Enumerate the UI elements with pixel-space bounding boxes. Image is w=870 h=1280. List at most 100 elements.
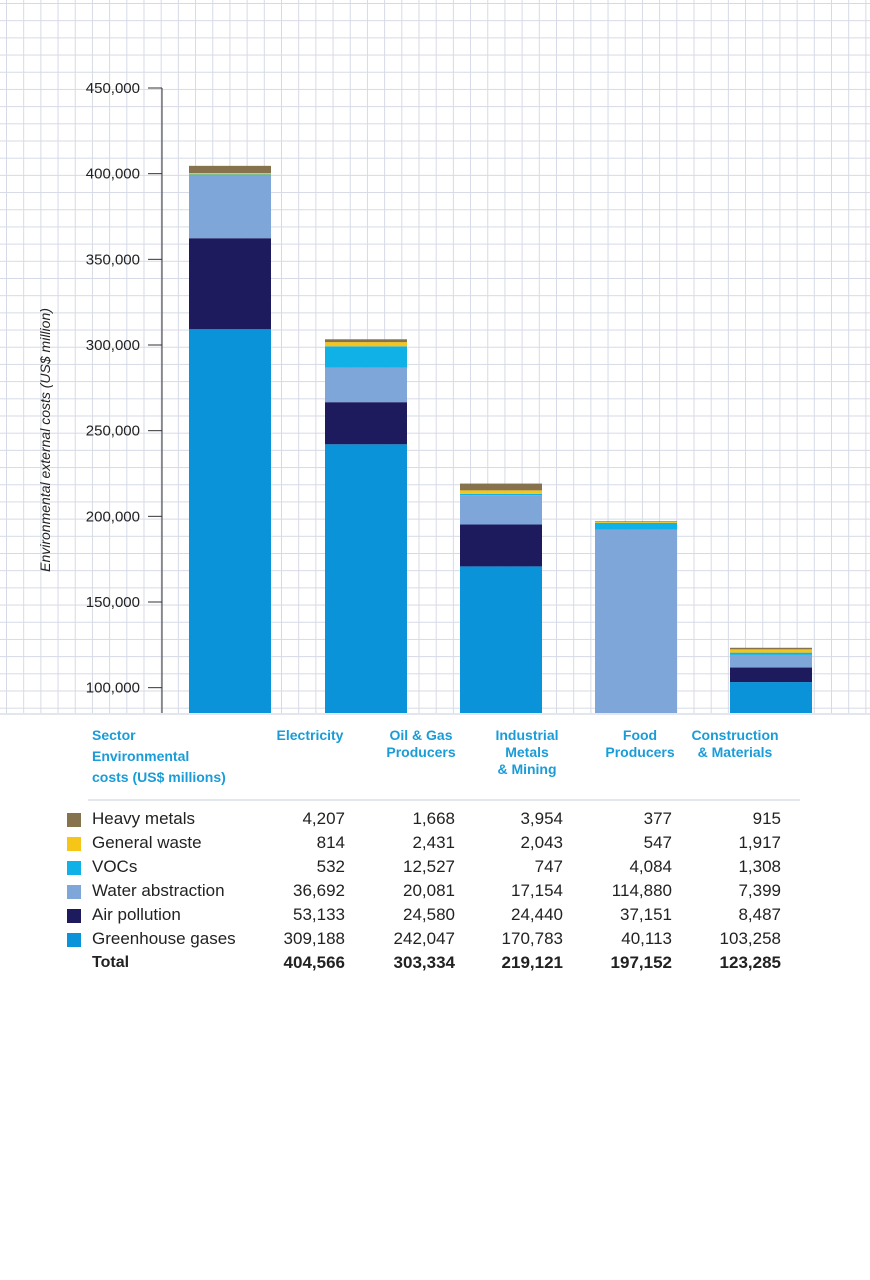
header-divider: [88, 799, 800, 801]
table-cell: 915: [752, 809, 781, 828]
bar-segment: [325, 339, 407, 343]
table-cell: 7,399: [738, 881, 781, 900]
bar-segment: [730, 667, 812, 683]
row-label: Air pollution: [92, 905, 181, 924]
bar-segment: [460, 483, 542, 491]
total-cell: 404,566: [283, 953, 345, 972]
header-col-line: Oil & Gas: [389, 727, 453, 743]
table-header-oil-gas: Oil & Gas Producers: [366, 727, 476, 761]
header-sector-line: costs (US$ millions): [92, 769, 226, 785]
legend-swatch: [67, 861, 81, 875]
table-header-industrial: Industrial Metals & Mining: [472, 727, 582, 778]
table-cell: 377: [643, 809, 672, 828]
header-col-line: Food: [622, 727, 658, 743]
total-cell: 123,285: [719, 953, 781, 972]
total-label: Total: [92, 954, 130, 971]
bar-segment: [189, 238, 271, 330]
bar-segment: [730, 682, 812, 713]
bar-segment: [325, 367, 407, 403]
bar-segment: [325, 342, 407, 347]
table-cell: 103,258: [719, 929, 781, 948]
bar-segment: [730, 652, 812, 655]
table-cell: 4,084: [629, 857, 672, 876]
table-cell: 36,692: [293, 881, 345, 900]
header-col-line: Producers: [386, 744, 456, 760]
bar-segment: [460, 495, 542, 525]
bar-segment: [189, 173, 271, 175]
y-tick-label: 350,000: [86, 251, 140, 268]
bar-segment: [460, 490, 542, 494]
bar-segment: [460, 524, 542, 567]
y-tick-label: 450,000: [86, 80, 140, 97]
y-tick-label: 250,000: [86, 423, 140, 440]
bar-segment: [325, 444, 407, 713]
table-cell: 747: [534, 857, 563, 876]
y-tick-label: 400,000: [86, 166, 140, 183]
bar-segment: [189, 175, 271, 239]
table-cell: 20,081: [403, 881, 455, 900]
bar-segment: [460, 566, 542, 713]
table-cell: 814: [316, 833, 345, 852]
legend-swatch: [67, 933, 81, 947]
table-cell: 532: [316, 857, 345, 876]
header-col-line: Producers: [605, 744, 675, 760]
y-axis: 050,000100,000150,000200,000250,000300,0…: [86, 80, 163, 713]
y-tick-label: 150,000: [86, 594, 140, 611]
bar-segment: [189, 165, 271, 174]
legend-swatch: [67, 885, 81, 899]
bar-segment: [325, 402, 407, 445]
legend-swatch: [67, 909, 81, 923]
header-col-line: Construction: [691, 727, 779, 743]
table-cell: 309,188: [283, 929, 345, 948]
table-cell: 40,113: [621, 929, 672, 948]
table-cell: 37,151: [620, 905, 672, 924]
header-col-line: Metals: [505, 744, 549, 760]
table-cell: 2,043: [520, 833, 563, 852]
bar-segment: [595, 522, 677, 530]
bar-segment: [595, 521, 677, 523]
bar-segment: [189, 329, 271, 713]
table-cell: 8,487: [738, 905, 781, 924]
table-row: General waste 814 2,431 2,043 547 1,917: [0, 831, 870, 855]
total-cell: 303,334: [393, 953, 455, 972]
row-label: General waste: [92, 833, 202, 852]
bar-segment: [730, 647, 812, 650]
table-cell: 547: [643, 833, 672, 852]
bar-segment: [460, 493, 542, 496]
data-table: Sector Environmental costs (US$ millions…: [0, 713, 870, 1280]
table-cell: 1,308: [738, 857, 781, 876]
table-cell: 3,954: [520, 809, 563, 828]
table-row: Heavy metals 4,207 1,668 3,954 377 915: [0, 807, 870, 831]
y-tick-label: 200,000: [86, 508, 140, 525]
table-cell: 4,207: [302, 809, 345, 828]
table-row: Greenhouse gases 309,188 242,047 170,783 40,…: [0, 927, 870, 951]
total-cell: 197,152: [610, 953, 672, 972]
bar-segment: [730, 654, 812, 668]
table-cell: 170,783: [501, 929, 563, 948]
row-label: Greenhouse gases: [92, 929, 236, 948]
table-cell: 114,880: [611, 881, 672, 900]
row-label: VOCs: [92, 857, 138, 876]
table-header-sector: Sector Environmental costs (US$ millions…: [92, 727, 226, 786]
bar-segment: [730, 649, 812, 653]
bar-segment: [595, 521, 677, 522]
bars: [189, 165, 812, 713]
header-sector-line: Environmental: [92, 748, 190, 764]
table-row: Water abstraction 36,692 20,081 17,154 114,8…: [0, 879, 870, 903]
table-header-construction: Construction & Materials: [680, 727, 790, 761]
stacked-bar-chart: 050,000100,000150,000200,000250,000300,0…: [37, 80, 812, 713]
header-sector-line: Sector: [92, 727, 136, 743]
bar-segment: [189, 174, 271, 176]
y-axis-title: Environmental external costs (US$ millio…: [37, 308, 53, 572]
table-row: Air pollution 53,133 24,580 24,440 37,151 8,4…: [0, 903, 870, 927]
header-col-line: & Materials: [697, 744, 773, 760]
row-label: Heavy metals: [92, 809, 195, 828]
header-col-line: Electricity: [276, 727, 344, 743]
table-cell: 12,527: [403, 857, 455, 876]
table-total-row: Total 404,566 303,334 219,121 197,152 123,285: [0, 951, 870, 975]
bar-segment: [325, 346, 407, 368]
header-col-line: & Mining: [497, 761, 557, 777]
y-tick-label: 100,000: [86, 680, 140, 697]
table-cell: 1,668: [412, 809, 455, 828]
total-cell: 219,121: [501, 953, 563, 972]
